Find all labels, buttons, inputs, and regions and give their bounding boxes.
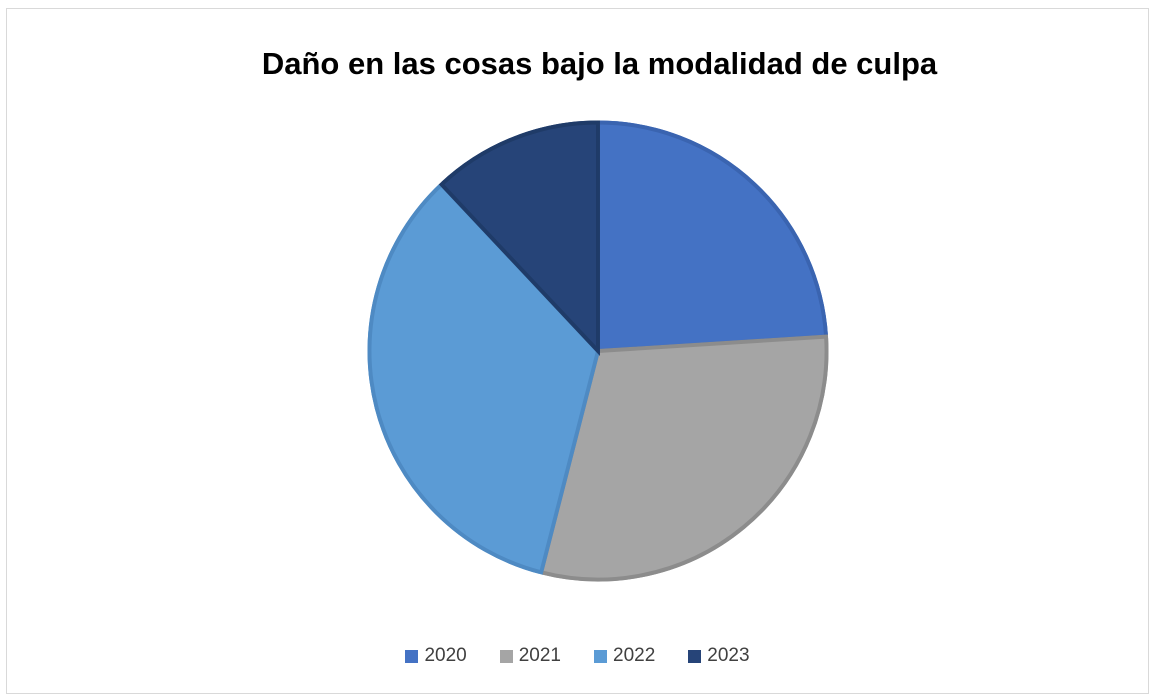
legend-swatch-2023: [688, 649, 702, 663]
legend-swatch-2021: [499, 649, 513, 663]
legend-item-2022: 2022: [594, 645, 655, 667]
legend-item-2020: 2020: [405, 645, 467, 667]
legend: 2020 2021 2022 2023: [0, 645, 1155, 667]
legend-swatch-2022: [594, 649, 607, 663]
legend-label-2021: 2021: [518, 645, 561, 666]
pie-slice-2023: [437, 117, 600, 353]
pie-slice-border-2020: [596, 120, 829, 354]
legend-label-2022: 2022: [613, 645, 656, 666]
legend-label-2023: 2023: [707, 645, 750, 666]
legend-item-2023: 2023: [688, 645, 750, 667]
pie-slice-2022: [364, 180, 600, 578]
pie-slice-border-2021: [538, 334, 829, 582]
legend-swatch-2020: [405, 649, 419, 663]
pie-slice-2021: [538, 334, 832, 585]
legend-label-2020: 2020: [424, 645, 467, 666]
pie-slice-border-2023: [438, 120, 600, 356]
pie-slice-border-2022: [367, 181, 601, 575]
chart-title: Daño en las cosas bajo la modalidad de c…: [261, 46, 938, 81]
legend-item-2021: 2021: [499, 645, 561, 667]
pie-slice-2020: [596, 117, 832, 353]
